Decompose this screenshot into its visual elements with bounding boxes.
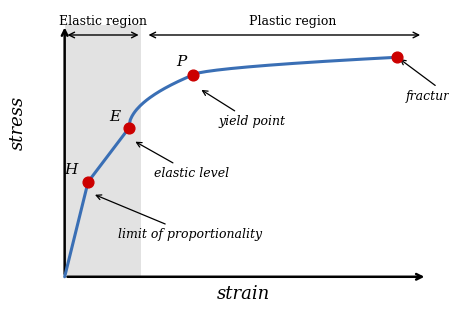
Text: fracture point: fracture point — [401, 60, 449, 103]
Text: strain: strain — [217, 286, 270, 304]
Bar — [65, 25, 141, 277]
Point — [84, 179, 92, 185]
Text: H: H — [64, 163, 77, 177]
Text: E: E — [109, 110, 120, 124]
Point — [189, 72, 196, 78]
Text: stress: stress — [9, 96, 27, 150]
Point — [125, 126, 132, 131]
Text: limit of proportionality: limit of proportionality — [96, 195, 262, 241]
Text: Elastic region: Elastic region — [59, 15, 147, 28]
Text: elastic level: elastic level — [136, 142, 229, 180]
Text: yield point: yield point — [202, 91, 285, 128]
Point — [394, 55, 401, 60]
Text: Plastic region: Plastic region — [249, 15, 337, 28]
Text: P: P — [176, 55, 186, 69]
